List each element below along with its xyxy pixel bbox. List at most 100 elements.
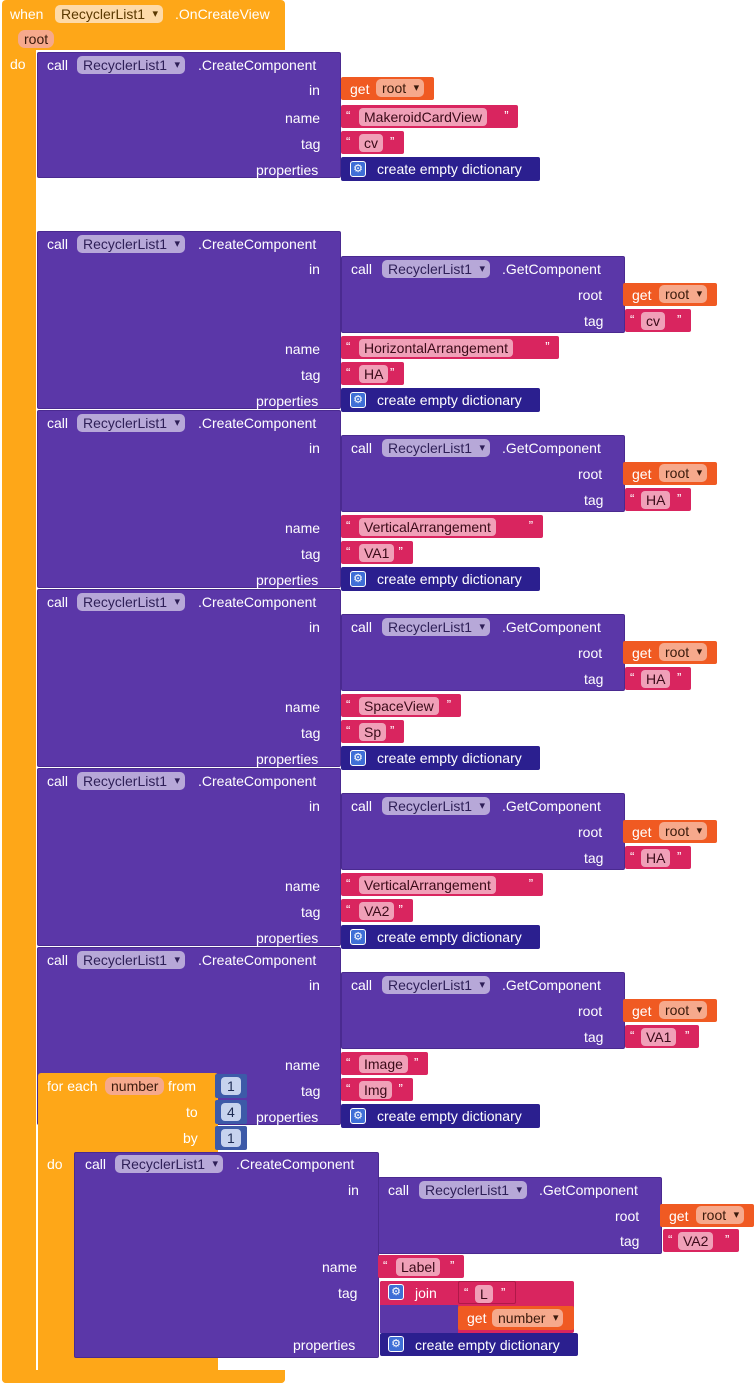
- tag-string-block[interactable]: “ Img ”: [341, 1078, 413, 1101]
- name-value[interactable]: MakeroidCardView: [359, 108, 488, 126]
- from-number-block[interactable]: 1: [215, 1074, 247, 1098]
- tag-value[interactable]: VA2: [359, 902, 395, 920]
- gear-icon[interactable]: ⚙: [350, 392, 366, 408]
- gear-icon[interactable]: ⚙: [350, 161, 366, 177]
- name-value[interactable]: SpaceView: [359, 697, 439, 715]
- component-dropdown[interactable]: RecyclerList1: [77, 56, 186, 74]
- parent-tag-string-block[interactable]: “ VA1 ”: [625, 1025, 699, 1048]
- component-dropdown[interactable]: RecyclerList1: [77, 951, 186, 969]
- name-string-block[interactable]: “ HorizontalArrangement ”: [341, 336, 560, 359]
- get-root-block[interactable]: get root: [660, 1204, 754, 1227]
- tag-string-block[interactable]: “ Sp”: [341, 720, 404, 743]
- gear-icon[interactable]: ⚙: [350, 1108, 366, 1124]
- component-dropdown[interactable]: RecyclerList1: [419, 1181, 528, 1199]
- event-component-dropdown[interactable]: RecyclerList1: [55, 5, 164, 23]
- tag-string-block[interactable]: “ cv ”: [341, 131, 404, 154]
- create-component-block[interactable]: [37, 768, 341, 946]
- component-dropdown[interactable]: RecyclerList1: [382, 260, 491, 278]
- get-root-block[interactable]: get root: [341, 77, 434, 100]
- to-number-block[interactable]: 4: [215, 1100, 247, 1124]
- parent-tag-string-block[interactable]: “ HA ”: [625, 488, 691, 511]
- tag-value[interactable]: Sp: [359, 723, 387, 741]
- create-component-block[interactable]: [37, 589, 341, 767]
- tag-string-block[interactable]: “ HA”: [341, 362, 404, 385]
- tag-string-block[interactable]: “ VA2”: [341, 899, 413, 922]
- create-empty-dictionary-block[interactable]: ⚙ create empty dictionary: [341, 388, 540, 412]
- create-empty-dictionary-block[interactable]: ⚙ create empty dictionary: [341, 567, 540, 591]
- component-dropdown[interactable]: RecyclerList1: [115, 1155, 224, 1173]
- join-text-string-block[interactable]: “ L ”: [458, 1281, 516, 1304]
- loop-create-component-block[interactable]: [74, 1152, 379, 1358]
- create-empty-dictionary-block[interactable]: ⚙ create empty dictionary: [341, 1104, 540, 1128]
- name-string-block[interactable]: “ Image ”: [341, 1052, 428, 1075]
- create-empty-dictionary-block[interactable]: ⚙ create empty dictionary: [380, 1333, 578, 1356]
- tag-value[interactable]: VA1: [359, 544, 395, 562]
- gear-icon[interactable]: ⚙: [350, 750, 366, 766]
- parent-tag-value[interactable]: HA: [641, 849, 671, 867]
- component-dropdown[interactable]: RecyclerList1: [77, 593, 186, 611]
- gear-icon[interactable]: ⚙: [350, 929, 366, 945]
- gear-icon[interactable]: ⚙: [388, 1284, 404, 1300]
- name-string-block[interactable]: “ SpaceView ”: [341, 694, 461, 717]
- name-value[interactable]: VerticalArrangement: [359, 876, 496, 894]
- name-string-block[interactable]: “ Label ”: [378, 1255, 464, 1278]
- get-root-block[interactable]: get root: [623, 999, 717, 1022]
- tag-value[interactable]: Img: [359, 1081, 393, 1099]
- parent-tag-string-block[interactable]: “ HA ”: [625, 667, 691, 690]
- get-var-dropdown[interactable]: root: [659, 643, 708, 661]
- parent-tag-string-block[interactable]: “ VA2 ”: [663, 1229, 739, 1252]
- component-dropdown[interactable]: RecyclerList1: [77, 414, 186, 432]
- get-var-dropdown[interactable]: root: [659, 464, 708, 482]
- by-number-block[interactable]: 1: [215, 1126, 247, 1150]
- create-empty-dictionary-block[interactable]: ⚙ create empty dictionary: [341, 157, 540, 181]
- component-dropdown[interactable]: RecyclerList1: [77, 772, 186, 790]
- parent-tag-string-block[interactable]: “ cv ”: [625, 309, 691, 332]
- parent-tag-value[interactable]: VA1: [641, 1028, 677, 1046]
- create-component-block[interactable]: [37, 410, 341, 588]
- parent-tag-value[interactable]: cv: [641, 312, 665, 330]
- parent-tag-string-block[interactable]: “ HA ”: [625, 846, 691, 869]
- create-empty-dictionary-block[interactable]: ⚙ create empty dictionary: [341, 746, 540, 770]
- get-var-dropdown[interactable]: root: [659, 822, 708, 840]
- component-dropdown[interactable]: RecyclerList1: [77, 235, 186, 253]
- by-value[interactable]: 1: [221, 1129, 241, 1147]
- component-dropdown[interactable]: RecyclerList1: [382, 618, 491, 636]
- parent-tag-value[interactable]: HA: [641, 670, 671, 688]
- event-param-root[interactable]: root: [18, 30, 55, 48]
- component-dropdown[interactable]: RecyclerList1: [382, 976, 491, 994]
- name-string-block[interactable]: “ VerticalArrangement ”: [341, 515, 543, 538]
- get-number-block[interactable]: get number: [458, 1306, 574, 1330]
- call-label: call: [47, 952, 69, 968]
- get-var-dropdown[interactable]: root: [659, 285, 708, 303]
- gear-icon[interactable]: ⚙: [350, 571, 366, 587]
- create-empty-dictionary-block[interactable]: ⚙ create empty dictionary: [341, 925, 540, 949]
- name-value[interactable]: Label: [396, 1258, 441, 1276]
- name-value[interactable]: VerticalArrangement: [359, 518, 496, 536]
- get-var-dropdown[interactable]: root: [696, 1206, 745, 1224]
- parent-tag-value[interactable]: VA2: [678, 1232, 714, 1250]
- parent-tag-value[interactable]: HA: [641, 491, 671, 509]
- get-var-dropdown[interactable]: number: [492, 1309, 564, 1327]
- get-var-dropdown[interactable]: root: [659, 1001, 708, 1019]
- get-root-block[interactable]: get root: [623, 462, 717, 485]
- tag-value[interactable]: HA: [359, 365, 389, 383]
- loop-var-number[interactable]: number: [105, 1077, 165, 1095]
- join-text-value[interactable]: L: [475, 1285, 493, 1303]
- to-value[interactable]: 4: [221, 1103, 241, 1121]
- get-component-label: .GetComponent: [502, 977, 601, 993]
- get-root-block[interactable]: get root: [623, 820, 717, 843]
- tag-string-block[interactable]: “ VA1”: [341, 541, 413, 564]
- component-dropdown[interactable]: RecyclerList1: [382, 439, 491, 457]
- get-root-block[interactable]: get root: [623, 641, 717, 664]
- name-string-block[interactable]: “ VerticalArrangement ”: [341, 873, 543, 896]
- create-component-block[interactable]: [37, 231, 341, 409]
- name-string-block[interactable]: “ MakeroidCardView ”: [341, 105, 519, 128]
- gear-icon[interactable]: ⚙: [388, 1336, 404, 1352]
- tag-value[interactable]: cv: [359, 134, 383, 152]
- name-value[interactable]: HorizontalArrangement: [359, 339, 513, 357]
- name-value[interactable]: Image: [359, 1055, 408, 1073]
- from-value[interactable]: 1: [221, 1077, 241, 1095]
- get-var-dropdown[interactable]: root: [376, 79, 425, 97]
- get-root-block[interactable]: get root: [623, 283, 717, 306]
- component-dropdown[interactable]: RecyclerList1: [382, 797, 491, 815]
